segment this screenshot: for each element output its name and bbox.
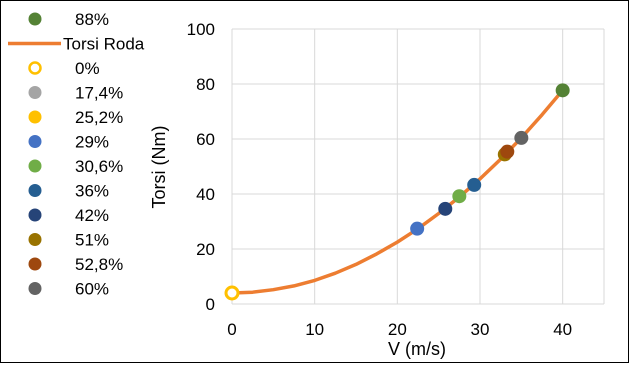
data-point bbox=[438, 201, 453, 216]
legend-marker bbox=[28, 86, 42, 99]
legend-label: 17,4% bbox=[75, 84, 123, 103]
legend-marker bbox=[28, 208, 42, 222]
legend-label: 88% bbox=[75, 10, 109, 29]
y-tick-label: 100 bbox=[187, 20, 215, 39]
legend-marker bbox=[28, 110, 42, 124]
y-axis-label: Torsi (Nm) bbox=[149, 126, 169, 209]
legend-label: Torsi Roda bbox=[63, 35, 145, 54]
legend-marker bbox=[28, 159, 42, 173]
x-tick-label: 0 bbox=[227, 320, 236, 339]
legend-label: 30,6% bbox=[75, 157, 123, 176]
legend-label: 52,8% bbox=[75, 255, 123, 274]
x-tick-label: 40 bbox=[553, 320, 572, 339]
x-tick-label: 10 bbox=[305, 320, 324, 339]
data-point bbox=[410, 221, 425, 236]
x-tick-label: 30 bbox=[471, 320, 490, 339]
y-tick-label: 60 bbox=[196, 130, 215, 149]
legend-marker bbox=[28, 282, 42, 295]
legend-label: 36% bbox=[75, 182, 109, 201]
y-tick-label: 0 bbox=[206, 295, 215, 314]
legend-marker bbox=[28, 61, 42, 75]
legend-label: 25,2% bbox=[75, 108, 123, 127]
legend-marker bbox=[28, 184, 42, 197]
y-tick-label: 40 bbox=[196, 185, 215, 204]
x-tick-label: 20 bbox=[388, 320, 407, 339]
legend-marker bbox=[28, 12, 42, 26]
legend-marker bbox=[28, 257, 42, 271]
legend-marker bbox=[28, 135, 42, 148]
data-point bbox=[452, 189, 467, 204]
y-tick-label: 20 bbox=[196, 240, 215, 259]
legend-label: 0% bbox=[75, 59, 100, 78]
legend-label: 60% bbox=[75, 280, 109, 299]
x-axis-label: V (m/s) bbox=[388, 339, 446, 359]
data-point bbox=[500, 144, 515, 159]
data-point bbox=[224, 285, 240, 301]
legend-label: 42% bbox=[75, 206, 109, 225]
data-point bbox=[467, 177, 482, 192]
legend-label: 29% bbox=[75, 133, 109, 152]
y-tick-label: 80 bbox=[196, 75, 215, 94]
data-point bbox=[555, 83, 570, 98]
data-point bbox=[514, 130, 529, 145]
legend-label: 51% bbox=[75, 231, 109, 250]
legend-marker bbox=[28, 233, 42, 246]
